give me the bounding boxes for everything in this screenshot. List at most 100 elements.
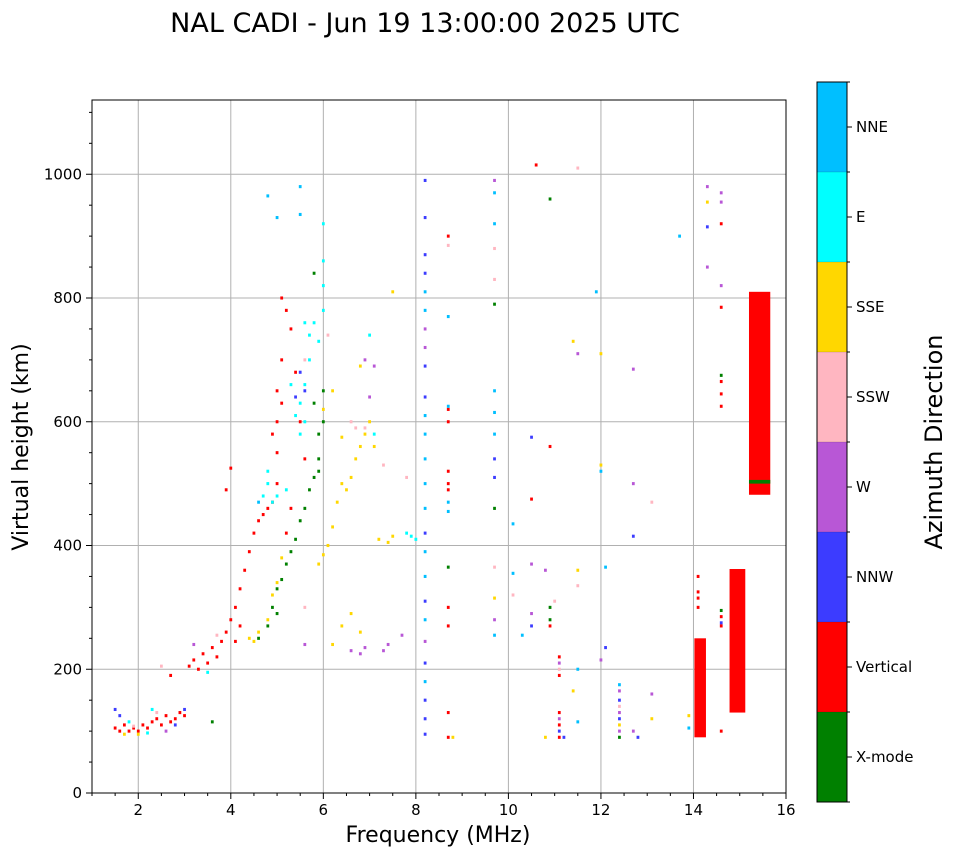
echo-point [266, 506, 270, 510]
echo-point [192, 642, 196, 647]
echo-point [363, 646, 367, 650]
echo-point [321, 222, 325, 226]
echo-point [326, 543, 330, 548]
echo-point [317, 432, 321, 436]
echo-point [423, 698, 427, 702]
echo-point [280, 556, 284, 560]
data-marks [113, 163, 771, 739]
echo-point [266, 194, 270, 198]
echo-point [331, 525, 334, 529]
echo-point [354, 457, 358, 461]
echo-point [493, 565, 496, 569]
echo-point [178, 711, 182, 715]
echo-point [557, 711, 561, 715]
echo-point [303, 506, 307, 510]
echo-point [520, 633, 524, 637]
echo-point [146, 731, 149, 735]
echo-bar [748, 291, 771, 495]
echo-point [150, 720, 154, 724]
echo-point [349, 420, 353, 424]
y-axis-label: Virtual height (km) [9, 343, 34, 550]
echo-point [271, 605, 274, 609]
echo-point [446, 407, 450, 411]
echo-point [423, 216, 427, 220]
y-tick-label: 0 [72, 784, 82, 802]
echo-point [340, 482, 344, 486]
echo-point [604, 565, 607, 569]
echo-point [363, 358, 367, 362]
echo-point [423, 661, 427, 665]
x-tick-label: 4 [226, 801, 236, 819]
echo-point [363, 432, 367, 436]
echo-point [257, 500, 260, 504]
echo-point [719, 222, 723, 226]
colorbar-segment [817, 532, 847, 622]
echo-point [493, 302, 496, 306]
echo-point [391, 290, 395, 294]
echo-point [423, 345, 427, 350]
echo-point [719, 608, 723, 613]
echo-point [423, 680, 427, 684]
echo-point [687, 726, 691, 730]
echo-point [266, 624, 270, 628]
echo-point [169, 720, 173, 724]
colorbar-tick-label: W [856, 478, 871, 496]
echo-point [423, 364, 427, 368]
colorbar-tick-label: SSW [856, 388, 890, 406]
colorbar-segment [817, 352, 847, 442]
x-tick-label: 8 [411, 801, 421, 819]
echo-point [298, 370, 302, 374]
echo-point [493, 506, 496, 510]
echo-point [618, 711, 621, 715]
echo-point [113, 726, 117, 730]
echo-point [386, 642, 390, 647]
echo-point [284, 531, 288, 535]
echo-point [423, 550, 427, 554]
echo-point [252, 531, 256, 535]
echo-point [423, 308, 427, 312]
echo-point [423, 639, 427, 643]
echo-point [618, 683, 621, 687]
echo-point [289, 506, 293, 510]
echo-point [719, 191, 723, 195]
echo-point [252, 639, 256, 643]
echo-point [141, 723, 145, 727]
echo-point [155, 711, 159, 715]
echo-point [321, 420, 325, 424]
echo-point [257, 519, 260, 523]
echo-point [530, 624, 533, 628]
echo-point [719, 621, 723, 625]
plot-background [92, 100, 786, 793]
echo-point [423, 414, 427, 418]
echo-point [345, 488, 348, 492]
echo-point [446, 605, 450, 609]
echo-point [599, 352, 603, 356]
echo-point [400, 633, 404, 637]
echo-point [294, 414, 297, 418]
echo-point [618, 717, 621, 721]
y-tick-label: 1000 [44, 165, 82, 183]
echo-point [358, 444, 362, 449]
echo-point [294, 395, 297, 399]
echo-point [719, 729, 723, 733]
echo-point [631, 482, 635, 486]
echo-point [493, 222, 496, 226]
echo-point [446, 420, 450, 424]
colorbar-segment [817, 622, 847, 712]
colorbar-tick-label: X-mode [856, 748, 913, 766]
colorbar-segment [817, 712, 847, 802]
echo-point [308, 333, 311, 337]
echo-point [618, 689, 621, 693]
echo-point [409, 534, 413, 538]
x-tick-label: 14 [684, 801, 703, 819]
echo-point [544, 735, 547, 739]
echo-point [423, 253, 427, 257]
echo-point [548, 605, 552, 609]
echo-point [284, 308, 288, 312]
echo-point [358, 652, 362, 656]
echo-point [275, 420, 279, 424]
echo-point [511, 593, 515, 597]
echo-point [289, 550, 293, 554]
echo-point [340, 624, 344, 628]
